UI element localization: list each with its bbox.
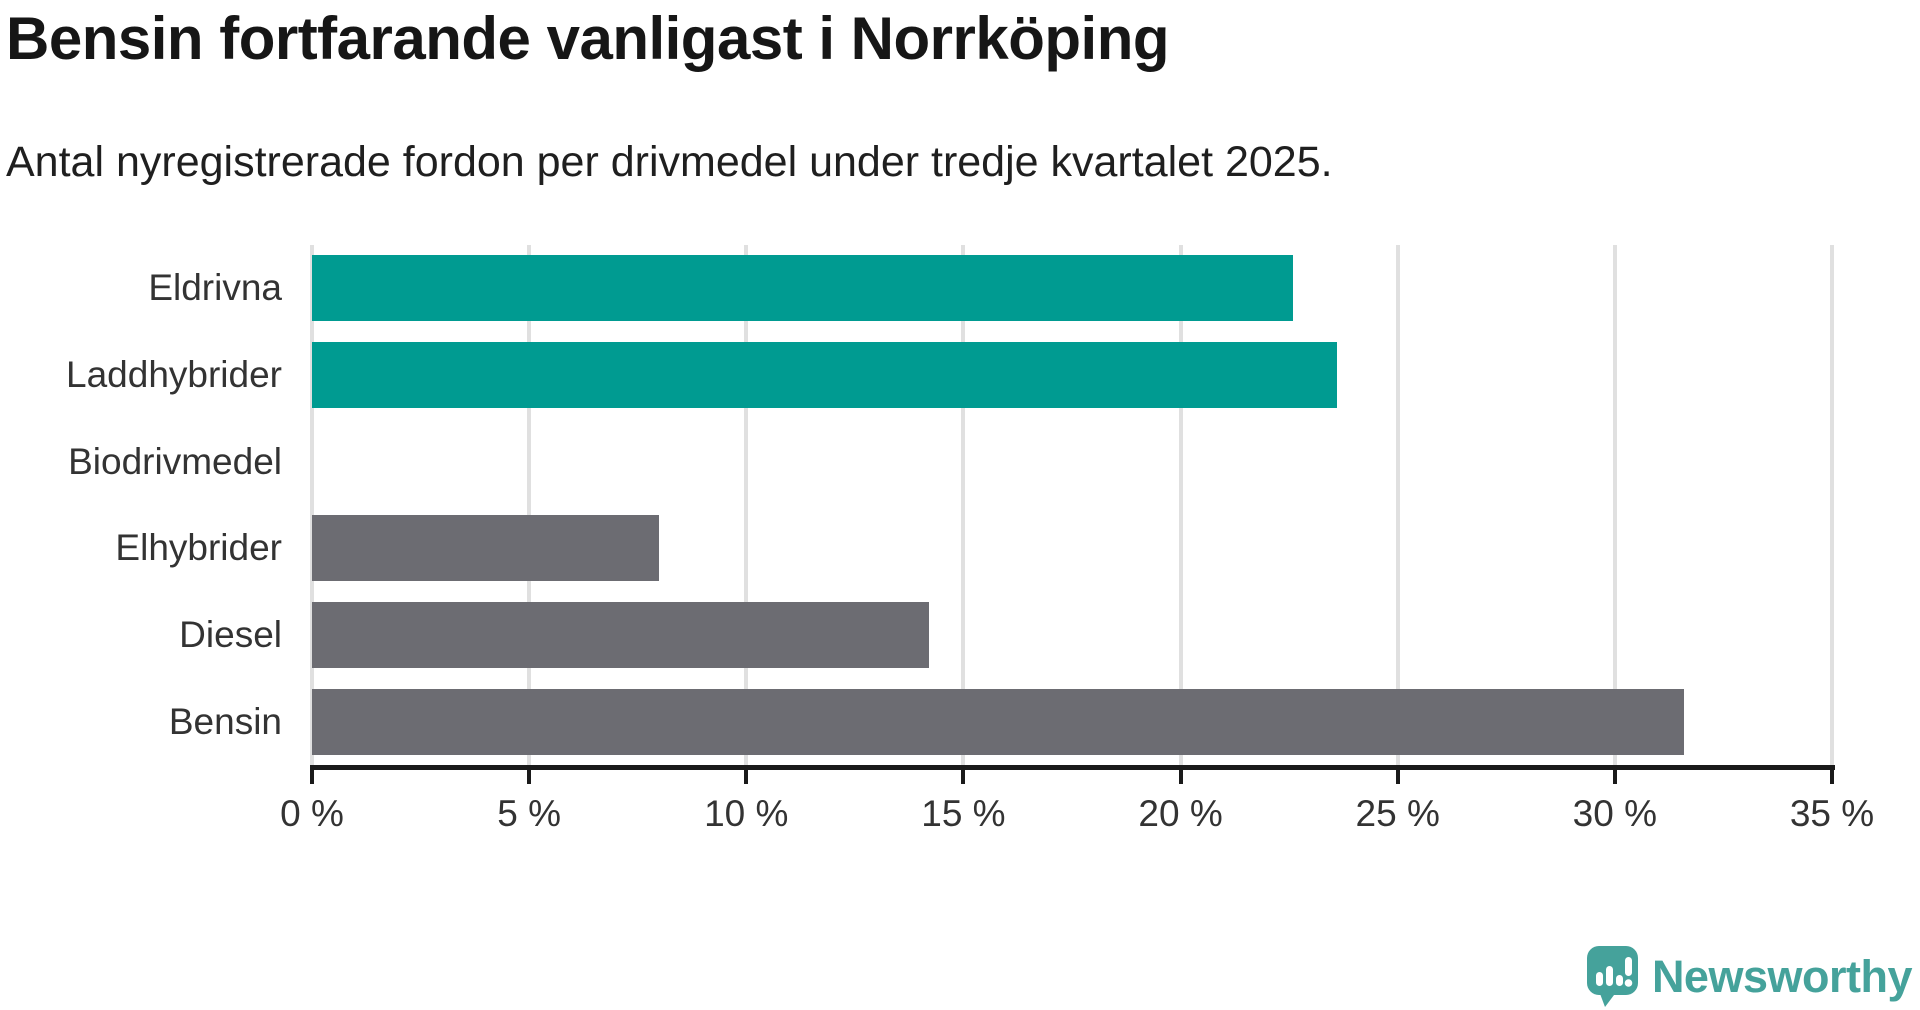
gridline-25 xyxy=(1395,245,1400,765)
y-axis-labels: Eldrivna Laddhybrider Biodrivmedel Elhybrid… xyxy=(0,245,282,765)
category-label-elhybrider: Elhybrider xyxy=(115,527,282,569)
category-label-eldrivna: Eldrivna xyxy=(148,267,282,309)
x-tick-35 xyxy=(1830,769,1834,784)
x-axis-line xyxy=(310,765,1835,770)
x-tick-label-10: 10 % xyxy=(704,793,789,834)
category-label-laddhybrider: Laddhybrider xyxy=(66,353,282,395)
gridline-10 xyxy=(744,245,749,765)
x-tick-label-30: 30 % xyxy=(1572,793,1658,834)
x-tick-25 xyxy=(1395,769,1400,784)
newsworthy-logo-icon xyxy=(1586,946,1638,1007)
bar-elhybrider xyxy=(312,515,660,582)
bar-laddhybrider xyxy=(312,341,1337,408)
bar-bensin xyxy=(312,688,1685,755)
x-tick-label-15: 15 % xyxy=(921,793,1006,834)
x-tick-label-20: 20 % xyxy=(1138,793,1223,834)
x-tick-10 xyxy=(744,769,749,784)
x-tick-20 xyxy=(1178,769,1183,784)
gridline-15 xyxy=(961,245,966,765)
gridline-20 xyxy=(1178,245,1183,765)
x-axis: 0 % 5 % 10 % 15 % 20 % 25 % 30 % 35 % xyxy=(280,765,1874,840)
category-label-diesel: Diesel xyxy=(179,613,282,655)
bar-eldrivna xyxy=(312,255,1294,322)
x-tick-0 xyxy=(310,769,314,784)
bar-row xyxy=(312,505,1832,592)
category-label-biodrivmedel: Biodrivmedel xyxy=(68,440,282,482)
bar-diesel xyxy=(312,601,929,668)
newsworthy-logo: Newsworthy xyxy=(1586,945,1913,1008)
x-tick-30 xyxy=(1612,769,1617,784)
x-tick-label-25: 25 % xyxy=(1355,793,1440,834)
bar-row xyxy=(312,245,1832,332)
chart-subtitle: Antal nyregistrerade fordon per drivmede… xyxy=(6,138,1333,186)
bar-series xyxy=(312,245,1832,765)
bar-row xyxy=(312,418,1832,505)
bar-row xyxy=(312,592,1832,679)
gridline-30 xyxy=(1612,245,1617,765)
x-tick-5 xyxy=(527,769,532,784)
gridline-35 xyxy=(1830,245,1834,765)
x-tick-15 xyxy=(961,769,966,784)
plot-area xyxy=(310,245,1834,765)
x-tick-label-0: 0 % xyxy=(280,793,344,834)
x-tick-label-5: 5 % xyxy=(497,793,562,834)
chart-title: Bensin fortfarande vanligast i Norrköpin… xyxy=(6,5,1170,72)
bar-row xyxy=(312,678,1832,765)
category-label-bensin: Bensin xyxy=(168,700,282,742)
gridline-5 xyxy=(527,245,532,765)
x-tick-label-35: 35 % xyxy=(1789,793,1875,834)
bar-row xyxy=(312,332,1832,419)
newsworthy-logo-text: Newsworthy xyxy=(1651,950,1913,1002)
gridline-0 xyxy=(310,245,314,765)
